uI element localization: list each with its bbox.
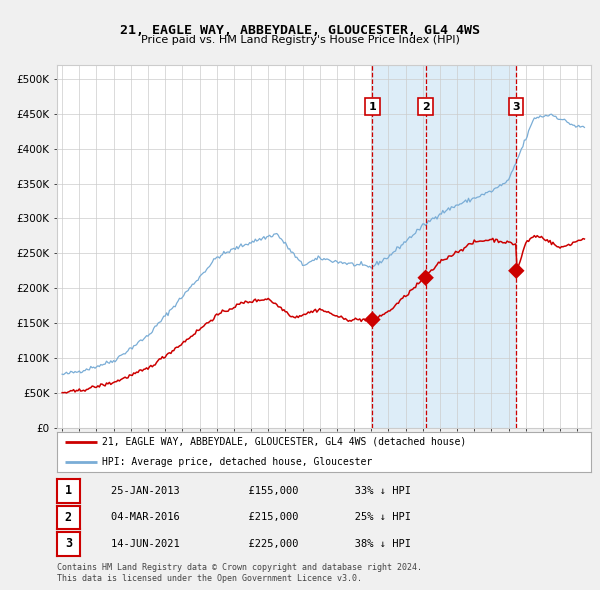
Text: 25-JAN-2013           £155,000         33% ↓ HPI: 25-JAN-2013 £155,000 33% ↓ HPI (86, 486, 411, 496)
Text: This data is licensed under the Open Government Licence v3.0.: This data is licensed under the Open Gov… (57, 574, 362, 583)
Text: 1: 1 (65, 484, 72, 497)
Text: 2: 2 (422, 101, 430, 112)
Text: Price paid vs. HM Land Registry's House Price Index (HPI): Price paid vs. HM Land Registry's House … (140, 35, 460, 45)
Text: Contains HM Land Registry data © Crown copyright and database right 2024.: Contains HM Land Registry data © Crown c… (57, 563, 422, 572)
Text: 3: 3 (65, 537, 72, 550)
Text: HPI: Average price, detached house, Gloucester: HPI: Average price, detached house, Glou… (103, 457, 373, 467)
Text: 2: 2 (65, 511, 72, 524)
Text: 14-JUN-2021           £225,000         38% ↓ HPI: 14-JUN-2021 £225,000 38% ↓ HPI (86, 539, 411, 549)
Text: 04-MAR-2016           £215,000         25% ↓ HPI: 04-MAR-2016 £215,000 25% ↓ HPI (86, 513, 411, 522)
Text: 1: 1 (368, 101, 376, 112)
Point (421, 273, 430, 283)
Bar (373, 65, 517, 428)
Text: 21, EAGLE WAY, ABBEYDALE, GLOUCESTER, GL4 4WS: 21, EAGLE WAY, ABBEYDALE, GLOUCESTER, GL… (120, 24, 480, 37)
Point (368, 315, 377, 324)
Text: 3: 3 (512, 101, 520, 112)
Point (512, 266, 521, 276)
Text: 21, EAGLE WAY, ABBEYDALE, GLOUCESTER, GL4 4WS (detached house): 21, EAGLE WAY, ABBEYDALE, GLOUCESTER, GL… (103, 437, 467, 447)
